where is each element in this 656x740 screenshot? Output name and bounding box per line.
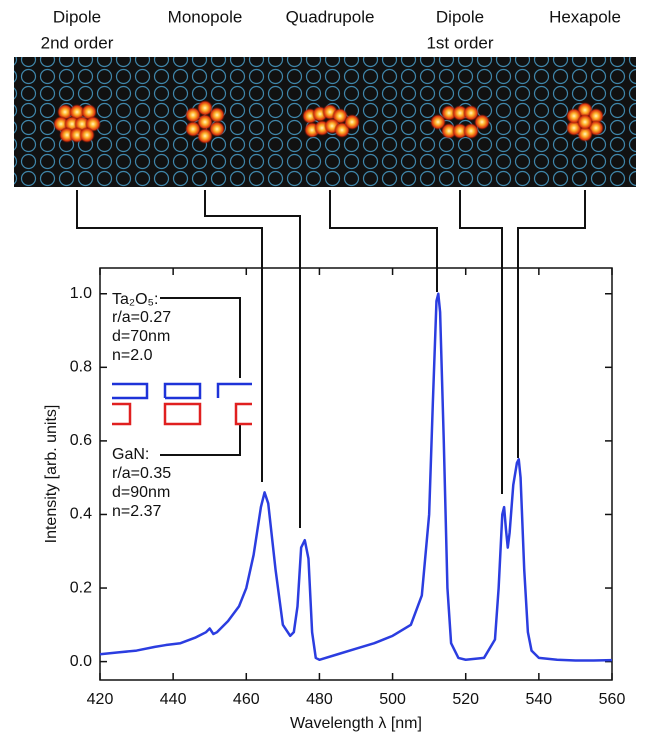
mode-label: Dipole bbox=[53, 7, 101, 26]
mode-lobe bbox=[209, 107, 225, 123]
mode-label: Quadrupole bbox=[286, 7, 375, 26]
x-tick-label: 460 bbox=[233, 691, 260, 708]
mode-label: 2nd order bbox=[41, 33, 114, 52]
x-tick-label: 520 bbox=[452, 691, 479, 708]
x-tick-label: 420 bbox=[87, 691, 114, 708]
y-tick-label: 0.2 bbox=[70, 579, 92, 596]
mode-lobe bbox=[430, 114, 446, 130]
mode-lobe bbox=[79, 127, 95, 143]
mode-images bbox=[53, 100, 604, 144]
mode-lobe bbox=[441, 105, 457, 121]
mode-label: Hexapole bbox=[549, 7, 621, 26]
mode-lobe bbox=[463, 123, 479, 139]
mode-lobe bbox=[463, 105, 479, 121]
mode-label: Dipole bbox=[436, 7, 484, 26]
y-tick-label: 0.0 bbox=[70, 653, 92, 670]
inset-annotation: Ta₂O₅: bbox=[112, 291, 158, 308]
mode-lobe bbox=[185, 121, 201, 137]
mode-lobe bbox=[577, 114, 593, 130]
mode-label: 1st order bbox=[426, 33, 493, 52]
y-tick-label: 0.4 bbox=[70, 506, 92, 523]
connectors bbox=[76, 190, 586, 528]
x-tick-label: 480 bbox=[306, 691, 333, 708]
inset-annotation: d=70nm bbox=[112, 328, 170, 345]
y-tick-label: 1.0 bbox=[70, 285, 92, 302]
spectrum-line bbox=[99, 292, 613, 662]
plot-frame bbox=[99, 267, 613, 681]
mode-lobe bbox=[474, 114, 490, 130]
x-tick-label: 540 bbox=[526, 691, 553, 708]
mode-lobe bbox=[452, 105, 468, 121]
mode-lobe bbox=[441, 123, 457, 139]
mode-lobe bbox=[452, 123, 468, 139]
inset-annotation: n=2.0 bbox=[112, 347, 153, 364]
inset-annotation: r/a=0.27 bbox=[112, 309, 171, 326]
x-tick-label: 440 bbox=[160, 691, 187, 708]
inset-annotation: d=90nm bbox=[112, 484, 170, 501]
inset-annotation: GaN: bbox=[112, 446, 149, 463]
mode-lobe bbox=[344, 114, 360, 130]
mode-lobe bbox=[209, 121, 225, 137]
mode-lobe bbox=[197, 100, 213, 116]
y-tick-label: 0.6 bbox=[70, 432, 92, 449]
inset-annotation: r/a=0.35 bbox=[112, 465, 171, 482]
x-axis-label: Wavelength λ [nm] bbox=[290, 715, 422, 732]
mode-lobe bbox=[197, 114, 213, 130]
x-tick-label: 500 bbox=[379, 691, 406, 708]
x-tick-label: 560 bbox=[599, 691, 626, 708]
y-axis-label: Intensity [arb. units] bbox=[43, 405, 60, 544]
mode-lobe bbox=[197, 128, 213, 144]
mode-label: Monopole bbox=[168, 7, 243, 26]
inset-schematic bbox=[112, 382, 252, 426]
mode-lobe bbox=[185, 107, 201, 123]
inset-annotation: n=2.37 bbox=[112, 503, 161, 520]
y-tick-label: 0.8 bbox=[70, 359, 92, 376]
mode-lobe bbox=[69, 104, 85, 120]
